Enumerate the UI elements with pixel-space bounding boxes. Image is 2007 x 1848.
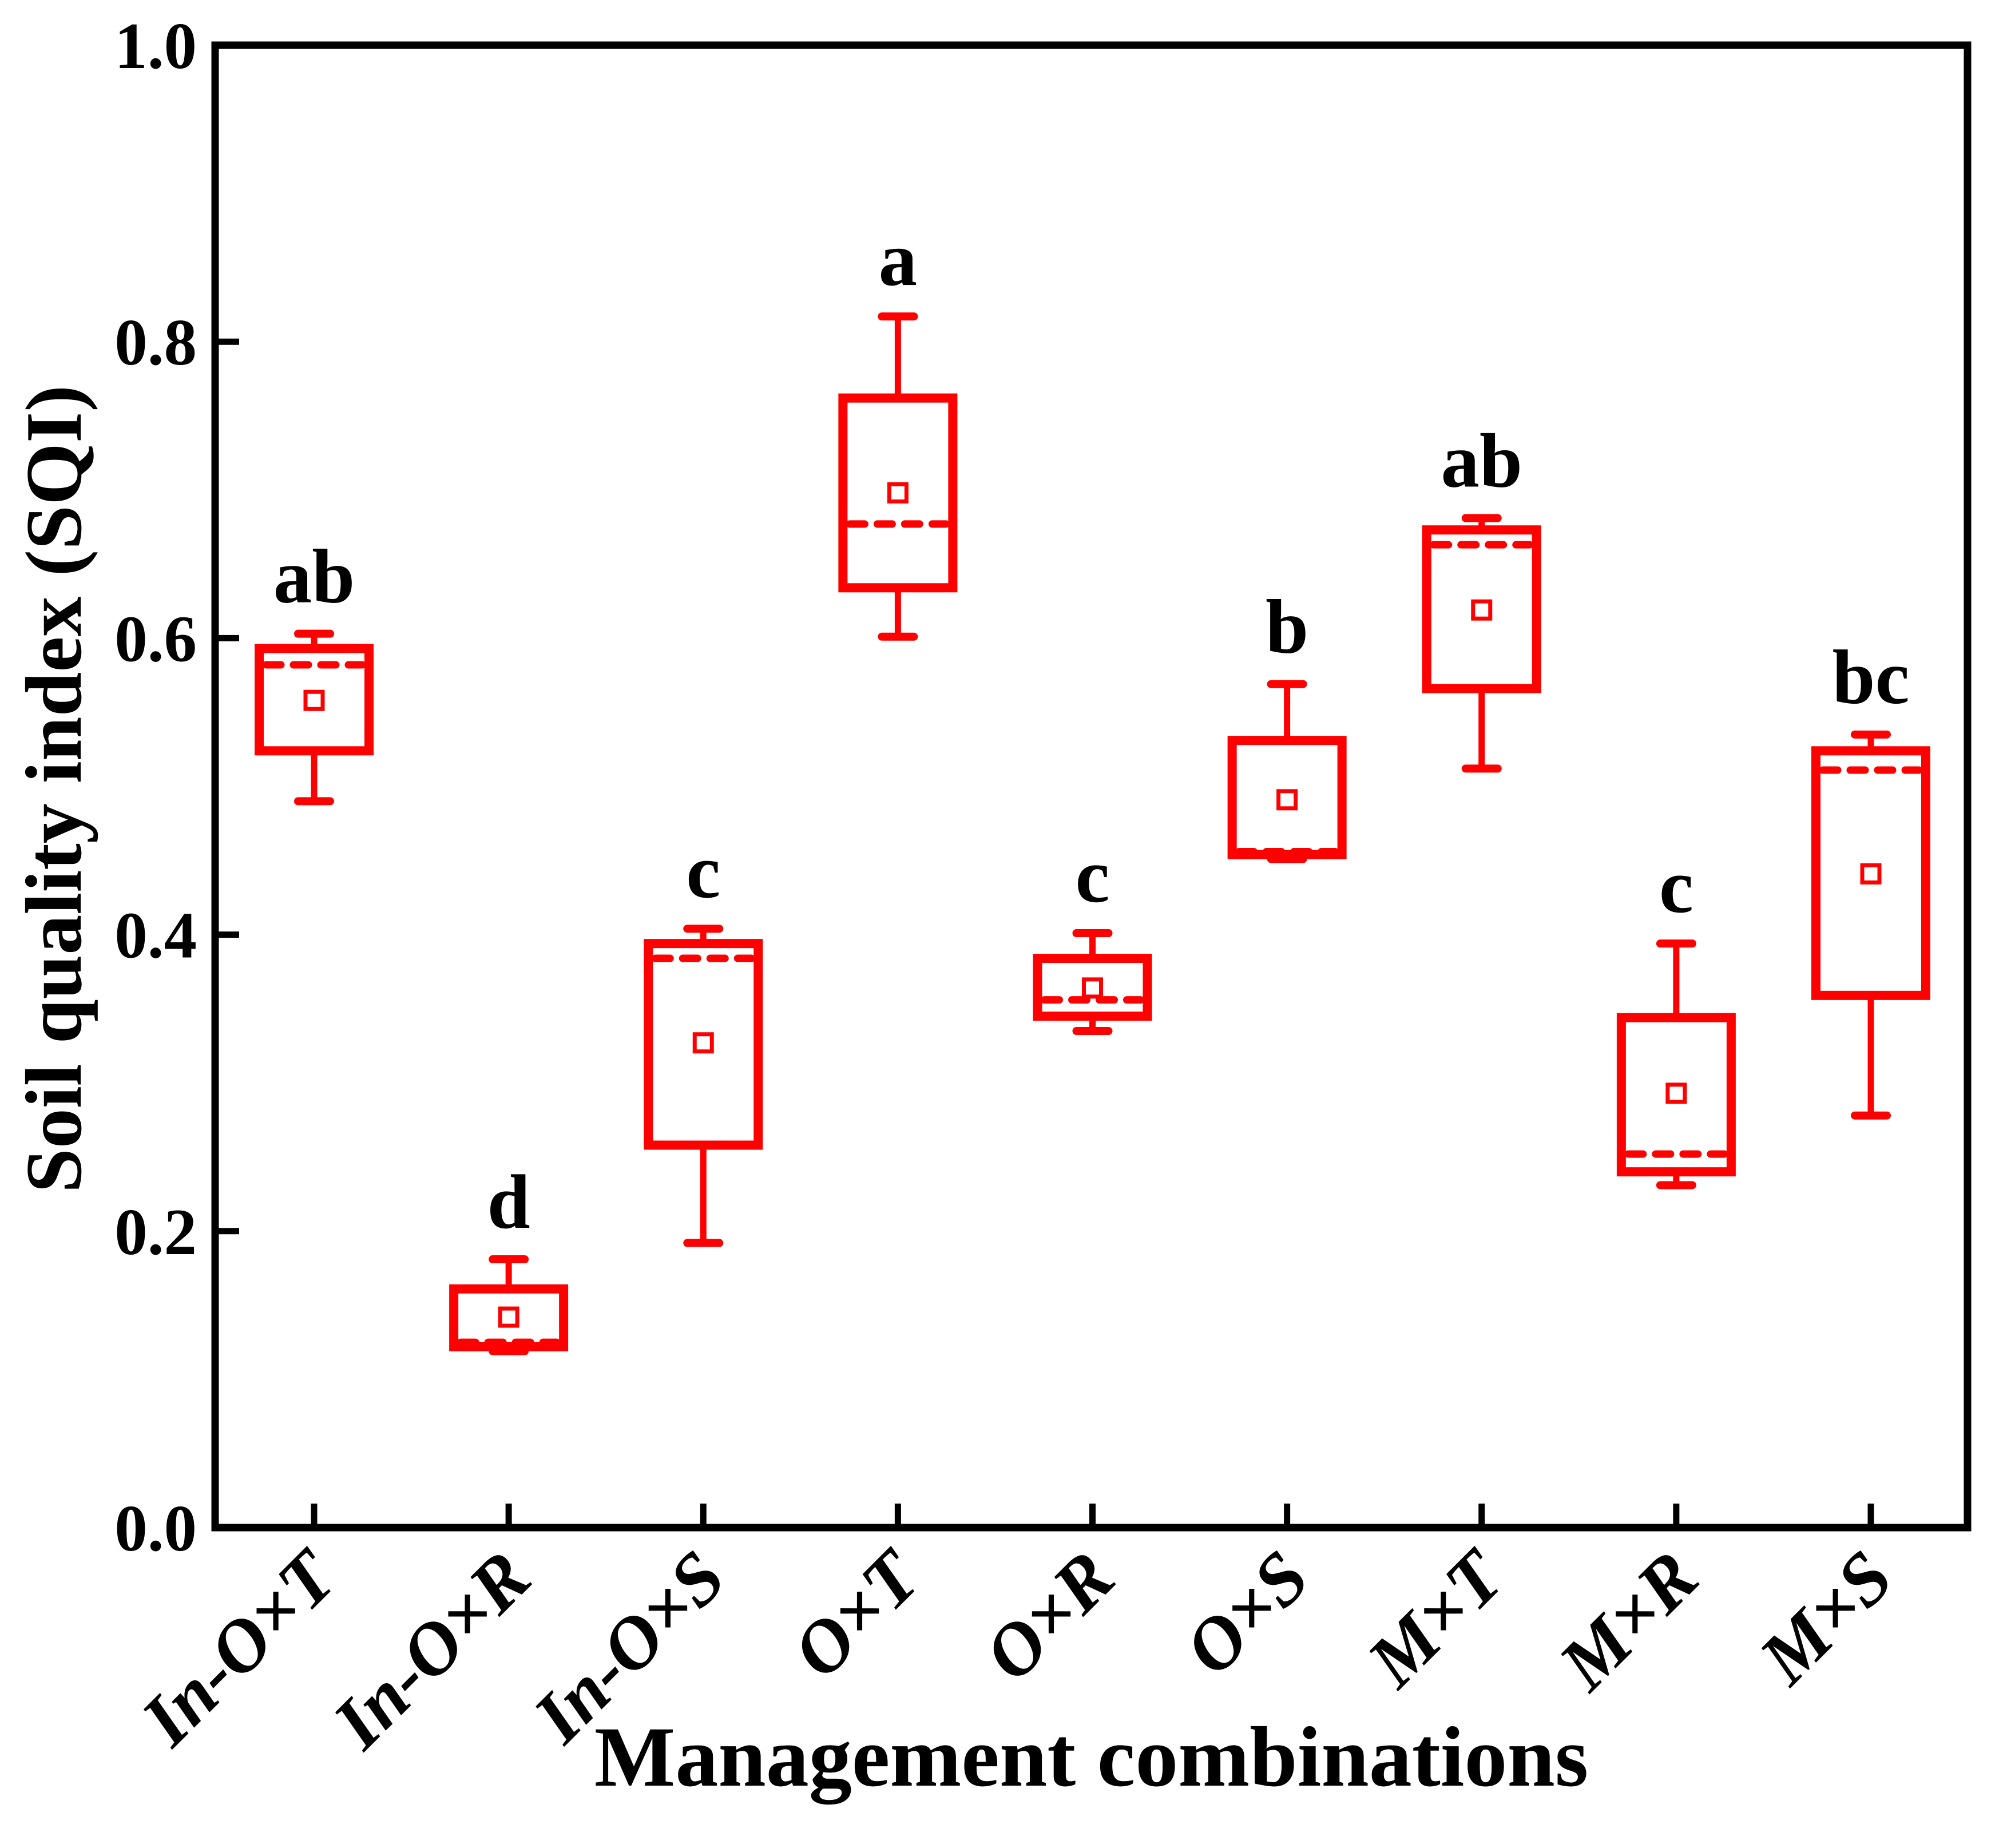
box [449, 1284, 569, 1351]
mean-marker [498, 1306, 519, 1328]
mean-marker [1276, 789, 1298, 811]
x-category-label: M×R [1543, 1536, 1714, 1707]
x-axis-title: Management combinations [594, 1710, 1589, 1805]
mean-marker [1471, 599, 1493, 621]
y-tick-label: 0.8 [114, 306, 197, 379]
y-axis-title: Soil quality index (SQI) [10, 384, 98, 1193]
significance-letter: bc [1833, 635, 1910, 720]
x-category-label: M×T [1351, 1533, 1521, 1703]
mean-marker [887, 482, 909, 503]
significance-letter: c [1076, 834, 1110, 919]
significance-letter: ab [1441, 419, 1522, 504]
y-tick-label: 1.0 [114, 10, 197, 82]
box [1616, 1013, 1736, 1177]
significance-letter: c [1659, 844, 1693, 929]
x-category-label: M×S [1743, 1536, 1908, 1700]
box [644, 939, 763, 1150]
box [838, 393, 958, 593]
box [1227, 736, 1347, 859]
y-tick-label: 0.2 [114, 1196, 197, 1268]
mean-marker [303, 689, 325, 711]
box [1811, 746, 1930, 1000]
x-category-label: O×R [969, 1536, 1130, 1697]
plot-border [211, 41, 1972, 1532]
y-tick-label: 0.0 [114, 1492, 197, 1565]
y-tick-label: 0.6 [114, 602, 197, 675]
y-tick-label: 0.4 [114, 899, 197, 972]
significance-letter: ab [273, 534, 355, 620]
mean-marker [692, 1032, 714, 1054]
box [1422, 525, 1541, 693]
mean-marker [1082, 977, 1103, 999]
x-category-label: O×S [1169, 1536, 1324, 1691]
significance-letter: b [1266, 585, 1308, 670]
box [255, 644, 374, 756]
significance-letter: d [487, 1160, 530, 1245]
significance-letter: a [879, 217, 918, 302]
x-category-label: O×T [777, 1533, 937, 1694]
mean-marker [1665, 1082, 1687, 1104]
mean-marker [1860, 863, 1882, 885]
box [1033, 954, 1152, 1021]
significance-letter: c [686, 829, 720, 914]
